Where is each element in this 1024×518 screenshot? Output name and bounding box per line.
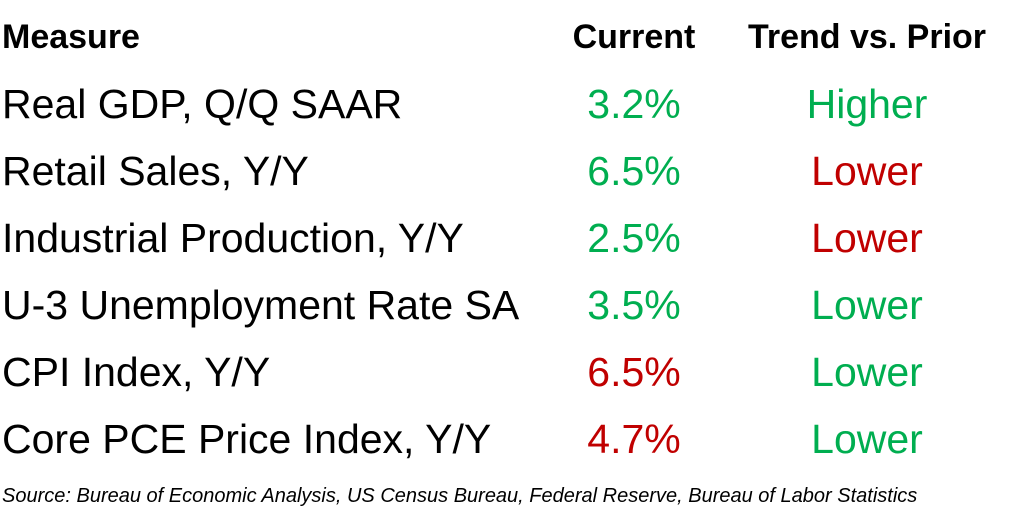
current-value: 2.5%: [587, 215, 681, 261]
current-value: 6.5%: [587, 349, 681, 395]
trend-value: Lower: [811, 349, 923, 395]
trend-value: Lower: [811, 282, 923, 328]
measure-label: CPI Index, Y/Y: [2, 349, 271, 395]
measure-label: U-3 Unemployment Rate SA: [2, 282, 520, 328]
trend-value: Lower: [811, 416, 923, 462]
current-value: 4.7%: [587, 416, 681, 462]
measures-table: Measure Current Trend vs. Prior Real GDP…: [0, 2, 1024, 473]
measure-label: Real GDP, Q/Q SAAR: [2, 81, 403, 127]
header-trend-vs-prior: Trend vs. Prior: [747, 17, 987, 56]
trend-value: Lower: [811, 148, 923, 194]
source-attribution: Source: Bureau of Economic Analysis, US …: [2, 485, 918, 507]
measure-label: Retail Sales, Y/Y: [2, 148, 309, 194]
measure-label: Core PCE Price Index, Y/Y: [2, 416, 492, 462]
current-value: 3.2%: [587, 81, 681, 127]
current-value: 6.5%: [587, 148, 681, 194]
measure-label: Industrial Production, Y/Y: [2, 215, 464, 261]
trend-value: Lower: [811, 215, 923, 261]
trend-value: Higher: [806, 81, 928, 127]
header-measure: Measure: [2, 17, 140, 56]
header-current: Current: [572, 17, 696, 56]
current-value: 3.5%: [587, 282, 681, 328]
